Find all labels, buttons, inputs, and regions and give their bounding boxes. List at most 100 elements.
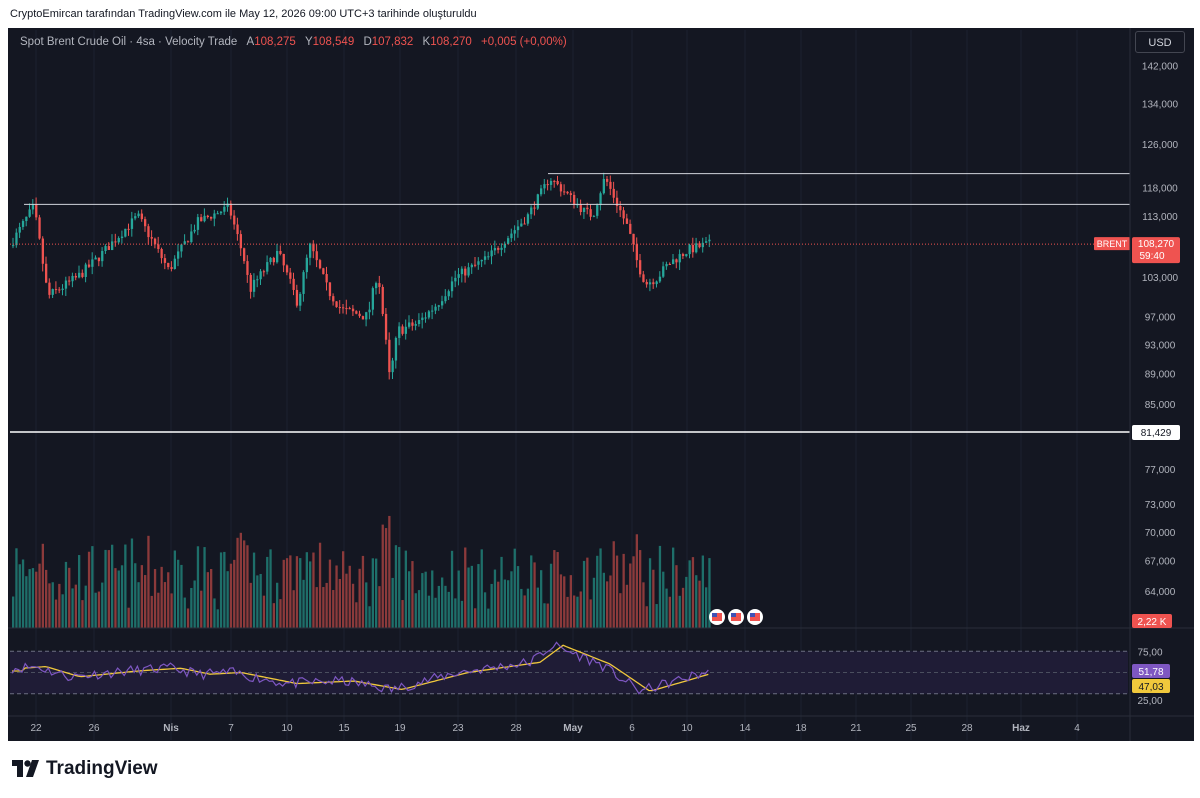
candle-body xyxy=(120,236,124,239)
low-value: 107,832 xyxy=(371,36,414,48)
volume-bar xyxy=(81,600,84,628)
candle-body xyxy=(322,268,325,275)
volume-bar xyxy=(322,587,325,628)
candle-body xyxy=(48,282,51,295)
candle-body xyxy=(249,274,252,292)
candle-body xyxy=(685,254,688,257)
candle-body xyxy=(559,184,563,192)
volume-bar xyxy=(282,559,285,628)
volume-bar xyxy=(279,599,282,628)
candle-body xyxy=(645,281,648,285)
volume-bar xyxy=(625,584,629,628)
candle-body xyxy=(615,197,619,207)
candle-body xyxy=(84,264,87,277)
candle-body xyxy=(302,272,305,294)
candle-body xyxy=(28,209,31,217)
candle-body xyxy=(427,311,431,318)
event-flag-canton xyxy=(750,613,755,617)
volume-bar xyxy=(431,570,434,628)
candle-body xyxy=(625,218,629,224)
volume-bar xyxy=(401,600,404,628)
candle-body xyxy=(398,326,401,338)
volume-bar xyxy=(64,561,68,628)
rsi-tick-label: 75,00 xyxy=(1137,647,1162,658)
candle-body xyxy=(38,217,41,239)
volume-bar xyxy=(295,556,299,628)
candle-body xyxy=(417,320,421,325)
candle-body xyxy=(246,261,249,275)
volume-bar xyxy=(180,564,183,628)
candle-body xyxy=(170,267,173,269)
candle-body xyxy=(652,282,655,285)
volume-bar xyxy=(140,565,143,628)
price-tick-label: 73,000 xyxy=(1145,500,1176,511)
currency-button[interactable]: USD xyxy=(1135,31,1185,53)
candle-body xyxy=(163,258,167,263)
volume-bar xyxy=(272,603,275,628)
candle-body xyxy=(45,263,48,283)
volume-bar xyxy=(536,587,539,628)
volume-bar xyxy=(526,588,530,628)
volume-bar xyxy=(523,595,526,628)
time-tick-label: 10 xyxy=(281,723,293,734)
volume-bar xyxy=(381,524,384,628)
current-price-label: 108,270 xyxy=(1138,239,1175,250)
candle-body xyxy=(117,238,120,243)
candle-body xyxy=(282,253,285,266)
candle-body xyxy=(450,281,454,292)
axes: 142,000134,000126,000118,000113,000108,0… xyxy=(8,28,1194,741)
tradingview-logo-icon xyxy=(12,760,39,777)
candle-body xyxy=(35,204,38,218)
candle-body xyxy=(523,223,526,225)
volume-bar xyxy=(685,576,688,628)
candle-body xyxy=(81,272,84,277)
volume-bar xyxy=(223,551,226,628)
volume-bar xyxy=(68,567,71,628)
candle-body xyxy=(101,250,104,262)
volume-bar xyxy=(516,566,520,628)
candle-body xyxy=(78,272,81,278)
volume-bar xyxy=(556,552,559,628)
candle-body xyxy=(144,219,147,227)
volume-bar xyxy=(493,569,497,628)
volume-bar xyxy=(134,563,137,628)
volume-bar xyxy=(348,565,351,628)
candle-body xyxy=(153,238,157,245)
volume-bar xyxy=(259,573,262,628)
tradingview-logo[interactable]: TradingView xyxy=(12,758,158,780)
candle-body xyxy=(58,289,61,291)
footer xyxy=(0,741,1200,798)
candle-body xyxy=(276,250,279,263)
volume-bar xyxy=(35,571,38,628)
volume-bar xyxy=(639,550,642,628)
candle-body xyxy=(223,206,226,212)
volume-bar xyxy=(114,568,117,628)
candle-body xyxy=(68,280,71,282)
volume-bar xyxy=(193,580,196,628)
volume-bar xyxy=(672,547,675,628)
volume-bar xyxy=(450,550,454,628)
candle-body xyxy=(391,360,394,373)
volume-bar xyxy=(371,558,374,628)
candle-body xyxy=(516,226,520,231)
time-tick-label: 25 xyxy=(905,723,917,734)
volume-bar xyxy=(107,550,110,628)
volume-bar xyxy=(38,563,41,628)
volume-bar xyxy=(655,604,658,628)
candle-body xyxy=(289,272,292,279)
volume-bar xyxy=(375,558,378,628)
volume-bar xyxy=(573,595,576,628)
volume-bar xyxy=(681,587,685,628)
volume-bar xyxy=(434,597,437,628)
volume-bar xyxy=(579,591,582,628)
rsi-tick-label: 25,00 xyxy=(1137,696,1162,707)
volume-bar xyxy=(662,571,665,628)
candle-body xyxy=(216,213,219,215)
open-label: A xyxy=(246,36,255,48)
candle-body xyxy=(104,246,107,251)
candle-body xyxy=(295,289,299,306)
volume-bar xyxy=(94,592,97,628)
volume-bar xyxy=(530,555,533,628)
candle-body xyxy=(487,256,490,258)
